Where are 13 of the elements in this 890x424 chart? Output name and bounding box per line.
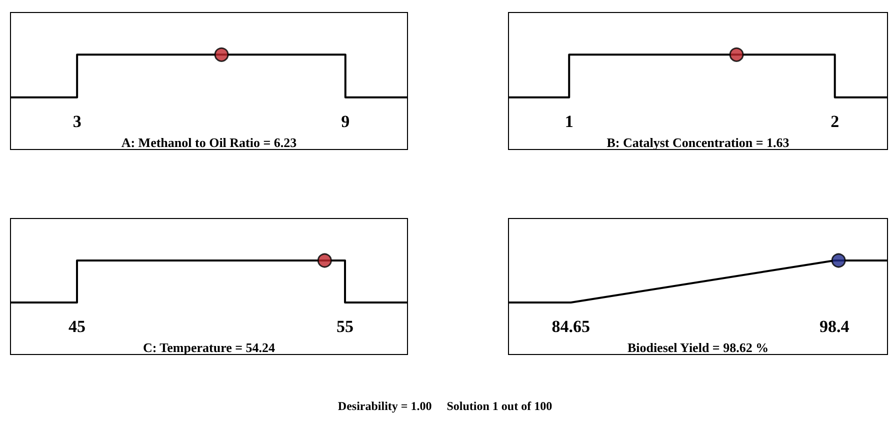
x-axis-title: B: Catalyst Concentration = 1.63 [606, 135, 790, 150]
x-tick-label: 45 [68, 317, 86, 336]
text: Desirability = 1.00 Solution 1 out of 100 [336, 399, 554, 414]
x-axis-title: C: Temperature = 54.24 [142, 340, 276, 355]
x-tick-label: 9 [341, 112, 350, 131]
x-tick-label: 2 [830, 112, 840, 131]
x-tick-label: 3 [72, 112, 82, 131]
x-axis-title: Biodiesel Yield = 98.62 % [627, 340, 769, 355]
x-tick-label: 98.4 [819, 317, 850, 336]
x-tick-label: 84.65 [552, 317, 590, 336]
x-tick-label: 55 [336, 317, 354, 336]
x-tick-label: 1 [564, 112, 574, 131]
x-axis-title: A: Methanol to Oil Ratio = 6.23 [121, 135, 298, 150]
